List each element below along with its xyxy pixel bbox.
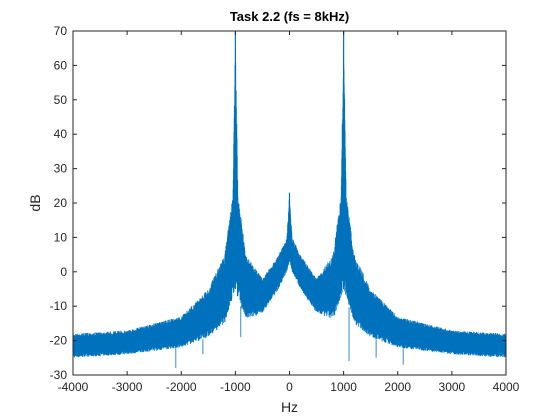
y-tick-label: -20 <box>50 334 68 348</box>
y-tick-label: -10 <box>50 299 68 313</box>
y-tick-label: 10 <box>54 230 68 244</box>
y-tick-label: 50 <box>54 93 68 107</box>
y-tick-label: 40 <box>54 127 68 141</box>
y-tick-label: 0 <box>60 265 67 279</box>
x-tick-label: 3000 <box>439 380 466 394</box>
x-tick-label: -4000 <box>58 380 89 394</box>
x-tick-label: -1000 <box>220 380 251 394</box>
x-tick-label: 0 <box>286 380 293 394</box>
x-tick-label: -3000 <box>112 380 143 394</box>
chart-title: Task 2.2 (fs = 8kHz) <box>230 9 349 24</box>
x-axis: -4000 -3000 -2000 -1000 0 1000 2000 3000 4000 <box>58 31 520 394</box>
y-tick-label: -30 <box>50 368 68 382</box>
series-line <box>72 31 507 369</box>
y-tick-label: 60 <box>54 58 68 72</box>
y-axis: -30 -20 -10 0 10 20 30 40 50 60 70 <box>50 24 506 382</box>
x-tick-label: 4000 <box>493 380 520 394</box>
y-axis-label: dB <box>27 194 43 211</box>
plot-area <box>72 30 507 376</box>
y-tick-label: 70 <box>54 24 68 38</box>
y-tick-label: 30 <box>54 162 68 176</box>
x-tick-label: 2000 <box>384 380 411 394</box>
x-tick-label: 1000 <box>330 380 357 394</box>
x-axis-label: Hz <box>281 399 298 415</box>
y-tick-label: 20 <box>54 196 68 210</box>
x-tick-label: -2000 <box>166 380 197 394</box>
